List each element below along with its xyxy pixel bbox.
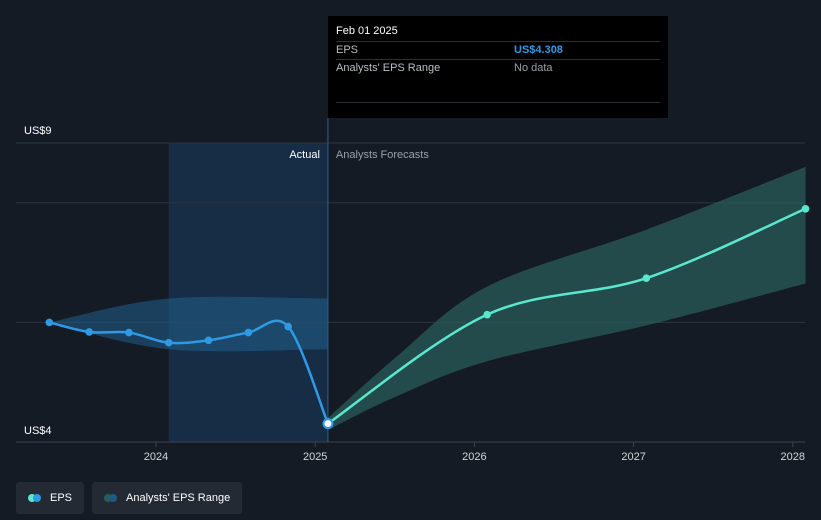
actual-eps-point [284, 322, 292, 331]
x-tick-label: 2028 [781, 451, 805, 463]
x-tick-label: 2024 [144, 451, 168, 463]
tooltip-eps-value: US$4.308 [514, 44, 563, 56]
actual-eps-point [85, 328, 93, 336]
tooltip-eps-row: EPS US$4.308 [336, 41, 660, 59]
forecast-eps-line [326, 207, 807, 425]
x-tick-label: 2025 [303, 451, 327, 463]
actual-eps-point [164, 338, 173, 347]
x-tick-label: 2026 [462, 451, 486, 463]
actual-eps-point [244, 328, 253, 337]
forecast-eps-point [483, 310, 491, 319]
tooltip-range-row: Analysts' EPS Range No data [336, 59, 660, 77]
region-label-actual: Actual [289, 149, 320, 161]
actual-eps-range-band [49, 296, 328, 352]
actual-eps-point [204, 336, 213, 345]
tooltip-divider [336, 102, 660, 103]
forecast-eps-range-band [327, 166, 806, 431]
actual-eps-point [322, 418, 334, 430]
y-tick-label-bottom: US$4 [24, 425, 52, 437]
tooltip-eps-label: EPS [336, 44, 359, 56]
legend-eps-label: EPS [50, 492, 73, 504]
forecast-eps-point [801, 204, 810, 213]
tooltip-range-label: Analysts' EPS Range [336, 62, 441, 74]
hover-tooltip: Feb 01 2025 EPS US$4.308 Analysts' EPS R… [328, 16, 668, 118]
actual-eps-point [45, 318, 54, 327]
region-label-forecast: Analysts Forecasts [336, 149, 429, 161]
legend-eps[interactable]: EPS [16, 482, 85, 514]
eps-range-legend-icon [104, 494, 120, 502]
forecast-eps-point [642, 274, 651, 282]
y-tick-label-top: US$9 [24, 125, 52, 137]
actual-eps-point [125, 328, 133, 337]
actual-period-highlight [168, 143, 328, 442]
legend-eps-range[interactable]: Analysts' EPS Range [92, 482, 243, 514]
x-tick-label: 2027 [621, 451, 645, 463]
eps-legend-icon [28, 494, 44, 502]
tooltip-date: Feb 01 2025 [336, 25, 398, 37]
chart-legend: EPS Analysts' EPS Range [16, 482, 243, 514]
tooltip-range-value: No data [514, 62, 553, 74]
legend-range-label: Analysts' EPS Range [126, 492, 231, 504]
